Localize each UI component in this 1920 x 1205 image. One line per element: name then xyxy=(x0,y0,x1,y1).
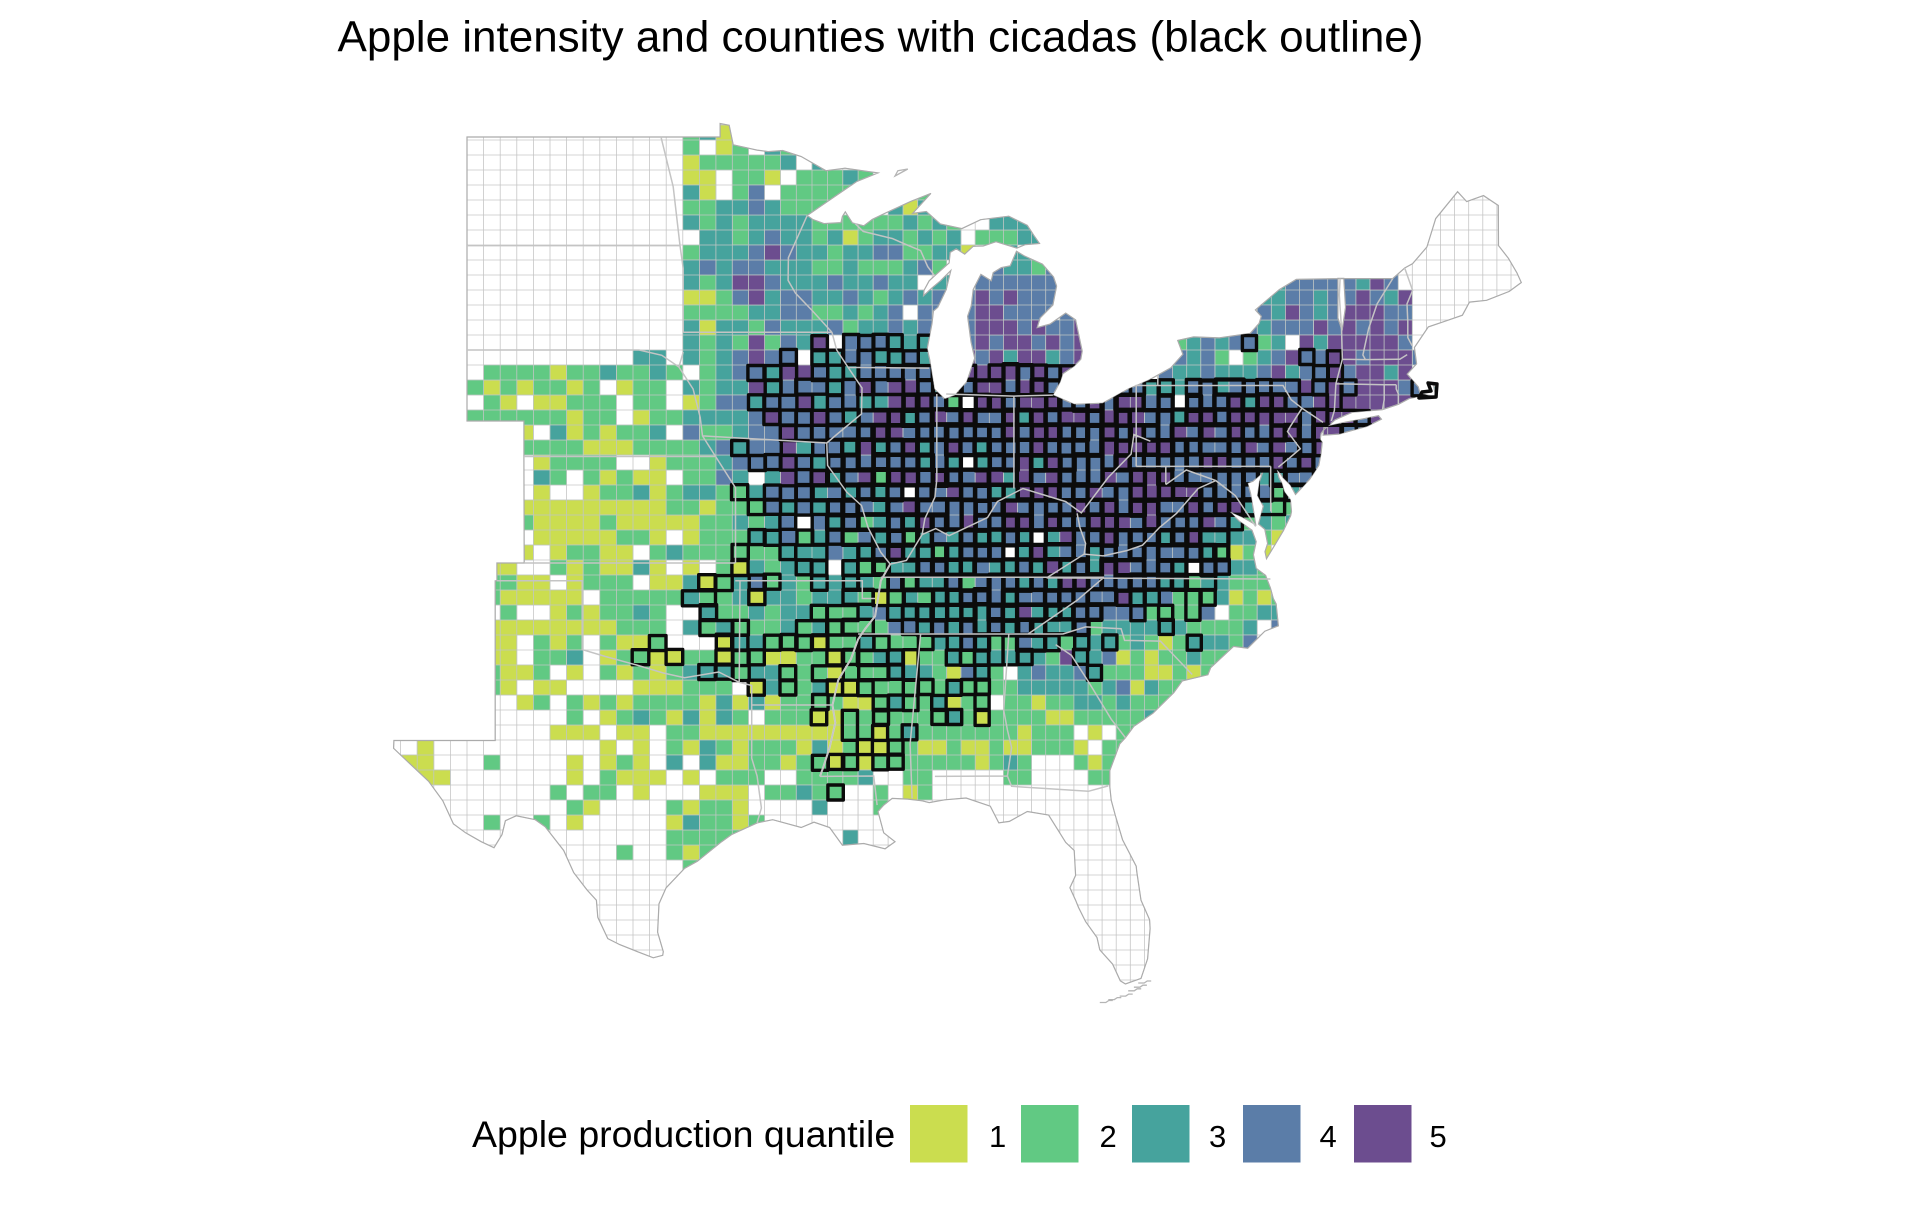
svg-text:4: 4 xyxy=(1320,1119,1337,1154)
svg-text:1: 1 xyxy=(989,1119,1006,1154)
svg-text:2: 2 xyxy=(1100,1119,1117,1154)
svg-text:3: 3 xyxy=(1209,1119,1226,1154)
svg-text:Apple production quantile: Apple production quantile xyxy=(472,1113,895,1155)
svg-text:Apple intensity and counties w: Apple intensity and counties with cicada… xyxy=(338,13,1424,62)
svg-text:5: 5 xyxy=(1430,1119,1447,1154)
